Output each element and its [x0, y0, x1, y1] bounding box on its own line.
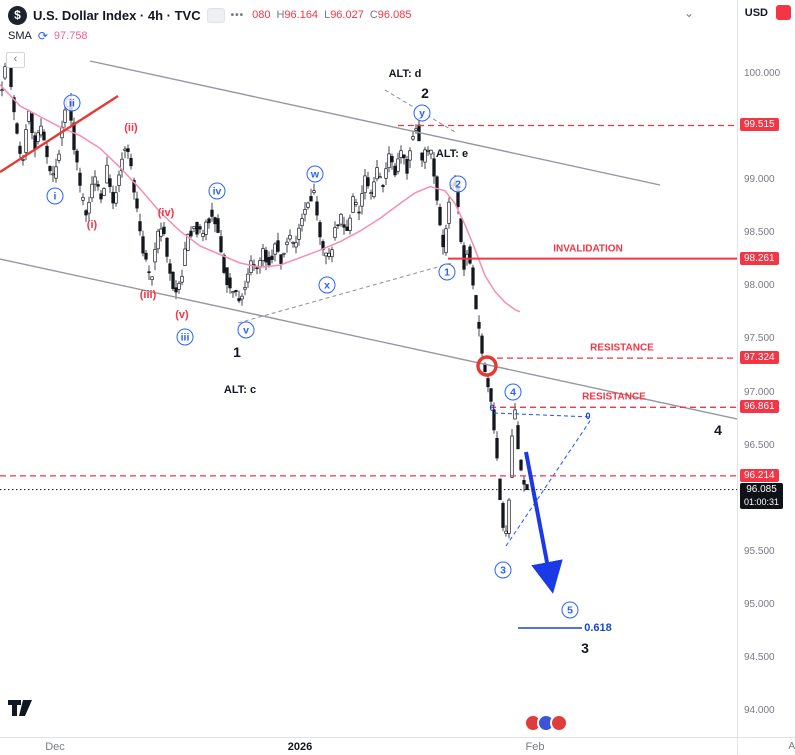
wave-label-iii[interactable]: iii — [176, 328, 194, 346]
price-axis[interactable]: 100.000 99.000 98.500 98.000 97.500 97.000 96.… — [737, 0, 795, 737]
tradingview-logo[interactable] — [7, 698, 33, 723]
sma-line — [0, 84, 521, 313]
wave-label-v[interactable]: (v) — [175, 309, 189, 321]
auto-scale-label[interactable]: A — [788, 741, 795, 752]
price-tick: 98.500 — [744, 227, 775, 239]
instrument-menu-icon[interactable] — [206, 7, 225, 23]
chevron-down-icon[interactable]: ⌄ — [684, 6, 695, 20]
indicator-value: 97.758 — [53, 30, 88, 42]
wave-label-y[interactable]: y — [413, 104, 431, 122]
legend-collapse-button[interactable]: ‹ — [6, 52, 25, 68]
price-tick: 97.500 — [744, 333, 775, 345]
symbol-logo-icon[interactable]: $ — [8, 5, 27, 25]
annotation-3[interactable]: 3 — [581, 640, 589, 656]
annotation-resistance[interactable]: RESISTANCE — [582, 391, 646, 403]
annotation-0[interactable]: 0 — [585, 411, 591, 421]
low-value: L 96.027 — [324, 9, 364, 21]
triangle-lower-dashed[interactable] — [505, 417, 593, 547]
chart-legend: $ U.S. Dollar Index · 4h · TVC ••• 080 H… — [6, 5, 411, 68]
annotation-0.618[interactable]: 0.618 — [584, 622, 612, 634]
wave-label-iv[interactable]: (iv) — [157, 207, 175, 219]
wave-label-i[interactable]: (i) — [86, 219, 98, 231]
price-tick: 94.000 — [744, 705, 775, 716]
more-icon[interactable]: ••• — [230, 9, 245, 21]
wave-label-3[interactable]: 3 — [494, 561, 512, 579]
axis-corner[interactable]: A — [737, 737, 795, 755]
current-price-badge: 96.085 01:00:31 — [740, 482, 784, 509]
current-price-value: 96.085 — [746, 483, 777, 495]
wave-label-ii[interactable]: ii — [63, 94, 81, 112]
channel-lower-line[interactable] — [0, 258, 737, 420]
wave-label-ii[interactable]: (ii) — [124, 122, 138, 134]
candles — [0, 56, 529, 539]
price-level-badge: 98.261 — [740, 251, 779, 265]
wave-label-5[interactable]: 5 — [561, 601, 579, 619]
event-flag-red-2[interactable] — [550, 714, 568, 732]
indicator-row[interactable]: SMA ⟳ 97.758 — [8, 26, 411, 46]
annotation-resistance[interactable]: RESISTANCE — [590, 342, 654, 354]
price-tick: 96.500 — [744, 439, 775, 451]
price-tick: 99.000 — [744, 174, 775, 186]
price-level-badge: 96.861 — [740, 400, 779, 414]
time-axis[interactable]: Dec 2026 Feb — [0, 737, 737, 755]
annotation-alt-c[interactable]: ALT: c — [223, 384, 257, 396]
wave-label-x[interactable]: x — [318, 276, 336, 294]
wave-label-v[interactable]: v — [237, 321, 255, 339]
price-tick: 94.500 — [744, 651, 775, 663]
bar-countdown: 01:00:31 — [744, 496, 780, 507]
channel-upper-line[interactable] — [89, 60, 661, 186]
wave-label-1[interactable]: 1 — [438, 263, 456, 281]
time-label: Feb — [525, 741, 545, 753]
price-level-badge: 99.515 — [740, 118, 779, 132]
wave-label-i[interactable]: i — [46, 187, 64, 205]
annotation-alt-e[interactable]: ALT: e — [435, 148, 469, 160]
wave-label-4[interactable]: 4 — [504, 383, 522, 401]
price-tick: 95.000 — [744, 598, 775, 610]
price-level-badge: 97.324 — [740, 351, 779, 365]
economic-event-icons[interactable] — [524, 714, 568, 732]
wave-label-iii[interactable]: (iii) — [139, 289, 157, 301]
refresh-icon[interactable]: ⟳ — [37, 29, 48, 43]
base-dashed-line[interactable] — [237, 262, 453, 324]
close-value: C 96.085 — [369, 9, 412, 21]
price-chart-svg[interactable] — [0, 0, 737, 737]
open-value: 080 — [252, 9, 271, 21]
red-square-button[interactable] — [776, 5, 791, 20]
annotation-4[interactable]: 4 — [714, 422, 722, 438]
ohlc-values: 080 H 96.164 L 96.027 C 96.085 — [252, 9, 411, 21]
price-tick: 98.000 — [744, 280, 775, 292]
price-tick: 95.500 — [744, 545, 775, 557]
axis-header: USD — [745, 5, 791, 20]
symbol-title[interactable]: U.S. Dollar Index · 4h · TVC — [33, 7, 201, 23]
triangle-upper-dashed[interactable] — [493, 412, 593, 418]
red-trendline[interactable] — [0, 94, 119, 174]
annotation-1[interactable]: 1 — [233, 344, 241, 360]
drawing-overlay: ii i iv iii v w x y 1 2 3 4 5 (i) (ii) (iv) (iii) (v) INVA… — [46, 68, 722, 656]
annotation-2[interactable]: 2 — [421, 85, 429, 101]
chart-pane[interactable]: ii i iv iii v w x y 1 2 3 4 5 (i) (ii) (iv) (iii) (v) INVA… — [0, 0, 737, 737]
annotation-invalidation[interactable]: INVALIDATION — [553, 243, 623, 255]
high-value: H 96.164 — [276, 9, 319, 21]
projection-arrow[interactable] — [524, 451, 563, 594]
wave-label-iv[interactable]: iv — [208, 182, 226, 200]
annotation-alt-d[interactable]: ALT: d — [388, 68, 422, 80]
time-label: 2026 — [287, 741, 313, 753]
wave-label-w[interactable]: w — [306, 165, 324, 183]
price-level-badge: 96.214 — [740, 468, 779, 482]
wave-label-2[interactable]: 2 — [449, 175, 467, 193]
symbol-row: $ U.S. Dollar Index · 4h · TVC ••• 080 H… — [8, 5, 411, 25]
indicator-label: SMA — [8, 30, 32, 42]
price-tick: 97.000 — [744, 386, 775, 398]
price-tick: 100.000 — [744, 68, 781, 79]
currency-label[interactable]: USD — [744, 6, 768, 19]
annotation-0[interactable]: 0 — [489, 403, 495, 413]
time-label: Dec — [45, 741, 65, 753]
retest-circle-marker[interactable] — [476, 355, 498, 377]
